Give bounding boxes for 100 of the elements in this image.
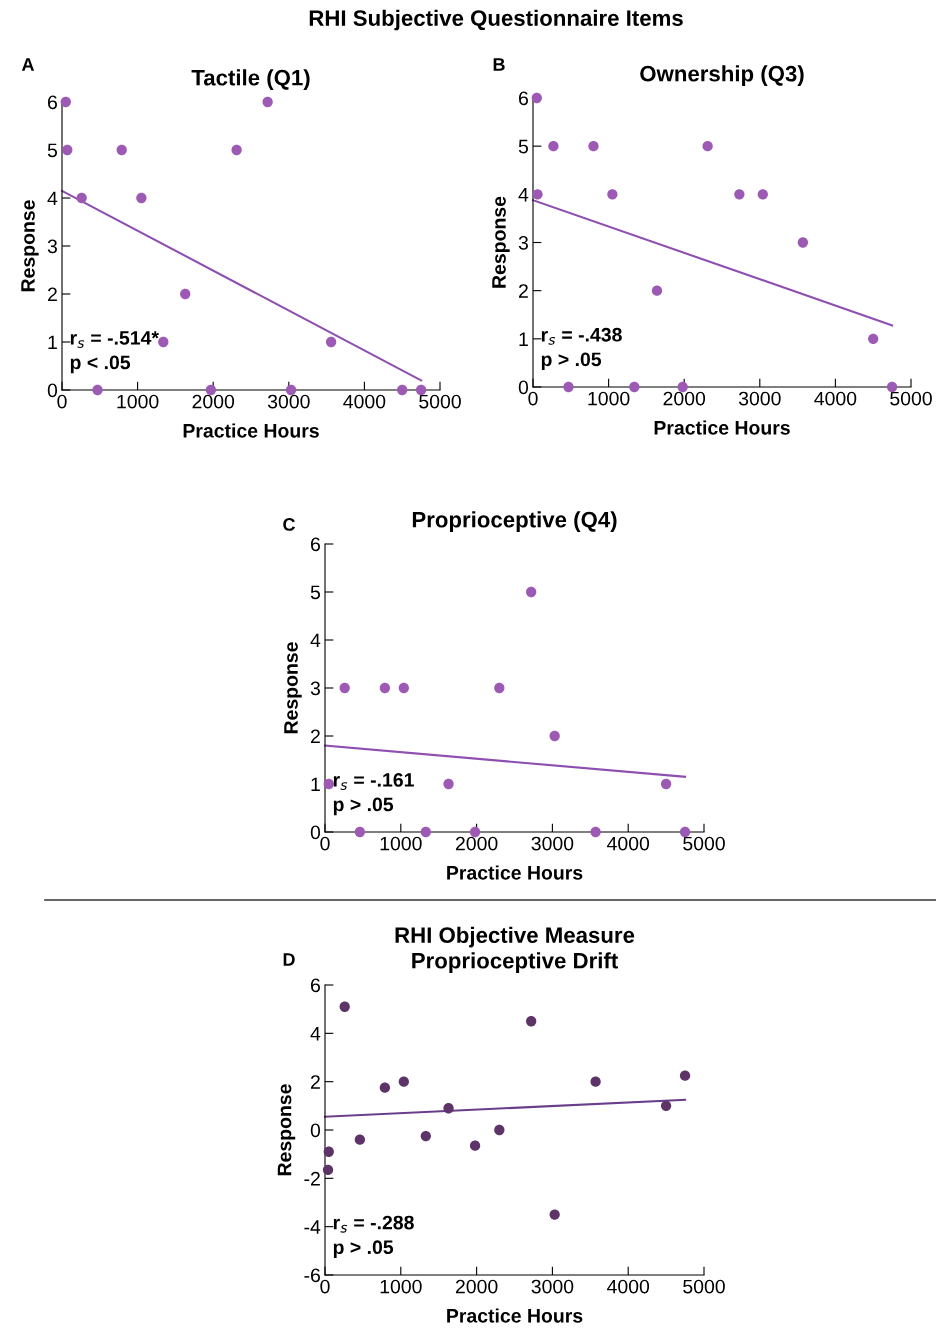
point [629, 381, 640, 393]
x-tick-label: 1000 [380, 1279, 422, 1294]
text: D [283, 953, 295, 966]
x-tick-label: 4000 [607, 1279, 650, 1294]
y-tick-label: -4 [304, 1220, 321, 1234]
point [549, 1209, 560, 1220]
point [757, 189, 768, 200]
point [590, 826, 601, 838]
text: RHI Subjective Questionnaire Items [309, 9, 683, 31]
y-tick-label: 2 [519, 284, 528, 298]
point [322, 1164, 334, 1176]
y-tick-label: 6 [48, 95, 57, 110]
annotation: p > .05 [333, 797, 394, 816]
point [158, 336, 169, 348]
annotation: p < .05 [70, 355, 131, 374]
x-tick-label: 2000 [663, 391, 706, 406]
point [702, 141, 713, 152]
x-axis-title: Practice Hours [447, 1308, 583, 1323]
point [588, 141, 599, 152]
x-tick-label: 4000 [343, 394, 386, 409]
point [734, 189, 745, 200]
point [494, 1124, 505, 1136]
point [180, 288, 191, 300]
chart-title: Tactile (Q1) [191, 69, 310, 90]
text: B [493, 58, 505, 71]
annotation: r$_{s}$ = -.161 [333, 773, 414, 790]
y-tick-label: 0 [310, 1123, 321, 1138]
point [339, 1001, 350, 1012]
y-tick-label: 4 [310, 633, 321, 648]
point [660, 778, 672, 790]
y-tick-label: 0 [518, 380, 529, 395]
point [354, 826, 366, 838]
point [397, 384, 408, 396]
point [398, 1076, 409, 1087]
y-tick-label: 5 [518, 139, 529, 154]
y-tick-label: 2 [311, 729, 320, 744]
point [868, 333, 879, 344]
annotation: p > .05 [333, 1240, 394, 1258]
y-tick-label: 1 [519, 332, 528, 346]
x-tick-label: 5000 [890, 391, 932, 406]
x-tick-label: 1000 [588, 391, 630, 406]
point [532, 189, 543, 200]
y-axis-title: Response [284, 642, 302, 734]
x-tick-label: 5000 [683, 836, 725, 851]
point [323, 778, 334, 790]
point [354, 1134, 366, 1145]
x-axis-title: Practice Hours [654, 420, 790, 435]
point [92, 384, 103, 396]
y-tick-label: 6 [519, 91, 528, 106]
point [679, 1070, 691, 1081]
y-axis-title: Response [277, 1084, 296, 1176]
point [116, 144, 127, 156]
point [339, 682, 350, 694]
x-tick-label: 3000 [267, 394, 310, 409]
y-tick-label: 0 [310, 825, 321, 840]
annotation: r$_{s}$ = -.438 [541, 327, 622, 345]
y-tick-label: 3 [47, 239, 57, 254]
point [526, 586, 537, 598]
point [526, 1016, 537, 1027]
point [651, 285, 663, 296]
point [797, 237, 809, 248]
y-tick-label: 5 [47, 143, 58, 158]
x-tick-label: 4000 [814, 391, 857, 406]
y-tick-label: 6 [311, 537, 320, 552]
y-axis-title: Response [492, 196, 510, 288]
point [563, 381, 574, 393]
y-tick-label: 4 [47, 191, 58, 206]
y-tick-label: -2 [304, 1171, 320, 1186]
point [379, 682, 391, 694]
point [443, 778, 454, 790]
x-tick-label: 1000 [380, 836, 422, 851]
chart-title: RHI Objective Measure Proprioceptive Drift [395, 926, 635, 973]
point [420, 826, 431, 838]
x-tick-label: 3000 [531, 1279, 574, 1294]
y-tick-label: 6 [311, 978, 320, 993]
point [62, 144, 73, 156]
y-tick-label: 1 [48, 335, 57, 350]
x-tick-label: 3000 [531, 836, 574, 851]
point [443, 1103, 454, 1114]
point [549, 730, 560, 742]
point [136, 192, 147, 204]
point [420, 1130, 431, 1142]
annotation: p > .05 [541, 352, 602, 371]
y-tick-label: 4 [310, 1027, 321, 1041]
x-tick-label: 1000 [117, 394, 159, 409]
x-tick-label: 2000 [192, 394, 235, 409]
y-tick-label: 2 [48, 287, 57, 302]
x-tick-label: 2000 [455, 836, 498, 851]
point [60, 96, 71, 108]
point [469, 1140, 481, 1151]
y-tick-label: 4 [518, 188, 529, 202]
annotation: r$_{s}$ = -.514* [70, 331, 159, 348]
y-tick-label: 1 [311, 777, 320, 792]
point [323, 1146, 334, 1157]
point [379, 1082, 391, 1093]
x-tick-label: 5000 [419, 394, 461, 409]
y-tick-label: 3 [310, 681, 320, 696]
y-tick-label: 3 [518, 235, 528, 250]
y-tick-label: 2 [311, 1075, 320, 1089]
point [262, 96, 273, 108]
